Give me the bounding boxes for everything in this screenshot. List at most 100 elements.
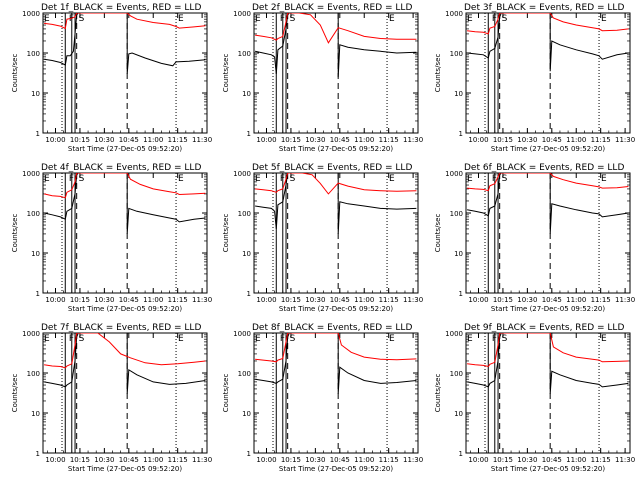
panel-title: Det 3f_BLACK = Events, RED = LLD bbox=[464, 3, 624, 13]
panel-8: Det 8f_BLACK = Events, RED = LLD 1 10 100 10… bbox=[222, 323, 423, 473]
x-tick-label: 10:15 bbox=[70, 296, 90, 304]
plot-frame bbox=[42, 12, 208, 134]
x-tick-label: 10:00 bbox=[256, 456, 276, 464]
x-tick-label: 11:00 bbox=[354, 456, 374, 464]
x-tick-label: 11:15 bbox=[591, 456, 611, 464]
x-tick-label: 11:15 bbox=[591, 136, 611, 144]
y-tick-label: 1000 bbox=[445, 10, 463, 18]
y-tick-label: 1 bbox=[247, 450, 251, 458]
x-tick-label: 10:45 bbox=[119, 456, 139, 464]
series-line-events bbox=[44, 333, 206, 394]
marker-label-e-end: E bbox=[178, 174, 184, 184]
x-tick-label: 10:45 bbox=[119, 296, 139, 304]
marker-lines bbox=[484, 13, 600, 133]
panel-title: Det 1f_BLACK = Events, RED = LLD bbox=[41, 3, 201, 13]
x-axis-label: Start Time (27-Dec-05 09:52:20) bbox=[279, 305, 393, 313]
marker-label-e: E bbox=[467, 174, 473, 184]
y-tick-label: 1 bbox=[459, 130, 463, 138]
y-tick-label: 1000 bbox=[445, 170, 463, 178]
y-axis-label: Counts/sec bbox=[222, 374, 230, 413]
series-line-events bbox=[255, 333, 417, 394]
x-tick-label: 10:15 bbox=[493, 296, 513, 304]
series-group bbox=[254, 13, 417, 78]
x-tick-label: 10:30 bbox=[305, 456, 325, 464]
marker-label-f: F bbox=[492, 14, 497, 24]
y-tick-label: 1000 bbox=[22, 10, 40, 18]
series-group bbox=[467, 333, 629, 394]
marker-label-s: S bbox=[290, 174, 296, 184]
x-tick-label: 11:30 bbox=[615, 136, 635, 144]
y-tick-label: 1000 bbox=[233, 170, 251, 178]
series-line-events bbox=[43, 173, 206, 234]
series-group bbox=[467, 13, 629, 72]
panel-2: Det 2f_BLACK = Events, RED = LLD 1 10 100 10… bbox=[222, 3, 423, 153]
marker-label-e: E bbox=[255, 14, 261, 24]
x-tick-label: 10:15 bbox=[281, 136, 301, 144]
marker-label-e-end: E bbox=[389, 174, 395, 184]
x-tick-label: 10:30 bbox=[94, 296, 114, 304]
x-tick-label: 10:45 bbox=[542, 296, 562, 304]
x-tick-label: 11:15 bbox=[379, 456, 399, 464]
series-group bbox=[467, 173, 629, 234]
x-tick-label: 10:30 bbox=[305, 296, 325, 304]
x-axis-label: Start Time (27-Dec-05 09:52:20) bbox=[279, 145, 393, 153]
y-axis-label: Counts/sec bbox=[434, 214, 442, 253]
marker-label-e-end: E bbox=[601, 174, 607, 184]
y-tick-label: 1000 bbox=[445, 330, 463, 338]
x-tick-label: 11:30 bbox=[615, 296, 635, 304]
marker-label-s: S bbox=[502, 334, 508, 344]
x-tick-label: 11:00 bbox=[354, 136, 374, 144]
marker-label-f: F bbox=[280, 334, 285, 344]
x-tick-label: 11:00 bbox=[566, 136, 586, 144]
x-tick-label: 11:30 bbox=[403, 456, 423, 464]
y-tick-label: 10 bbox=[242, 90, 251, 98]
x-tick-label: 10:30 bbox=[94, 136, 114, 144]
y-tick-label: 100 bbox=[27, 370, 40, 378]
marker-label-e-end: E bbox=[601, 334, 607, 344]
series-line-lld bbox=[467, 13, 629, 35]
series-group bbox=[255, 333, 417, 394]
marker-label-e-end: E bbox=[178, 334, 184, 344]
y-axis-label: Counts/sec bbox=[11, 214, 19, 253]
x-axis-label: Start Time (27-Dec-05 09:52:20) bbox=[491, 305, 605, 313]
x-tick-label: 11:15 bbox=[168, 136, 188, 144]
x-tick-label: 10:00 bbox=[45, 136, 65, 144]
x-tick-label: 11:00 bbox=[143, 296, 163, 304]
panel-3: Det 3f_BLACK = Events, RED = LLD 1 10 100 10… bbox=[434, 3, 635, 153]
y-tick-label: 10 bbox=[31, 90, 40, 98]
panel-title: Det 4f_BLACK = Events, RED = LLD bbox=[41, 163, 201, 173]
series-group bbox=[255, 173, 417, 234]
x-tick-label: 11:30 bbox=[615, 456, 635, 464]
panel-title: Det 2f_BLACK = Events, RED = LLD bbox=[252, 3, 412, 13]
y-tick-label: 10 bbox=[31, 250, 40, 258]
series-line-lld bbox=[255, 173, 417, 195]
x-tick-label: 11:00 bbox=[566, 296, 586, 304]
x-tick-label: 11:15 bbox=[379, 296, 399, 304]
y-tick-label: 1 bbox=[36, 450, 40, 458]
x-tick-label: 10:15 bbox=[493, 136, 513, 144]
series-line-events bbox=[254, 13, 417, 78]
panel-4: Det 4f_BLACK = Events, RED = LLD 1 10 100 10… bbox=[11, 163, 212, 313]
x-tick-label: 10:00 bbox=[256, 136, 276, 144]
series-line-lld bbox=[44, 333, 206, 369]
series-line-lld bbox=[467, 333, 629, 368]
y-tick-label: 10 bbox=[454, 410, 463, 418]
panel-title: Det 5f_BLACK = Events, RED = LLD bbox=[252, 163, 412, 173]
x-tick-label: 10:00 bbox=[45, 296, 65, 304]
panel-9: Det 9f_BLACK = Events, RED = LLD 1 10 100 10… bbox=[434, 323, 635, 473]
marker-label-e-end: E bbox=[601, 14, 607, 24]
y-tick-label: 1 bbox=[247, 290, 251, 298]
marker-lines bbox=[61, 333, 177, 453]
x-tick-label: 10:30 bbox=[517, 296, 537, 304]
x-tick-label: 11:30 bbox=[403, 296, 423, 304]
series-line-lld bbox=[44, 13, 206, 30]
x-tick-label: 10:45 bbox=[119, 136, 139, 144]
x-tick-label: 10:15 bbox=[493, 456, 513, 464]
marker-label-s: S bbox=[79, 334, 85, 344]
x-tick-label: 10:15 bbox=[281, 296, 301, 304]
x-tick-label: 11:00 bbox=[354, 296, 374, 304]
panel-title: Det 8f_BLACK = Events, RED = LLD bbox=[252, 323, 412, 333]
x-axis-label: Start Time (27-Dec-05 09:52:20) bbox=[68, 145, 182, 153]
x-tick-label: 11:15 bbox=[168, 456, 188, 464]
x-tick-label: 11:30 bbox=[192, 136, 212, 144]
